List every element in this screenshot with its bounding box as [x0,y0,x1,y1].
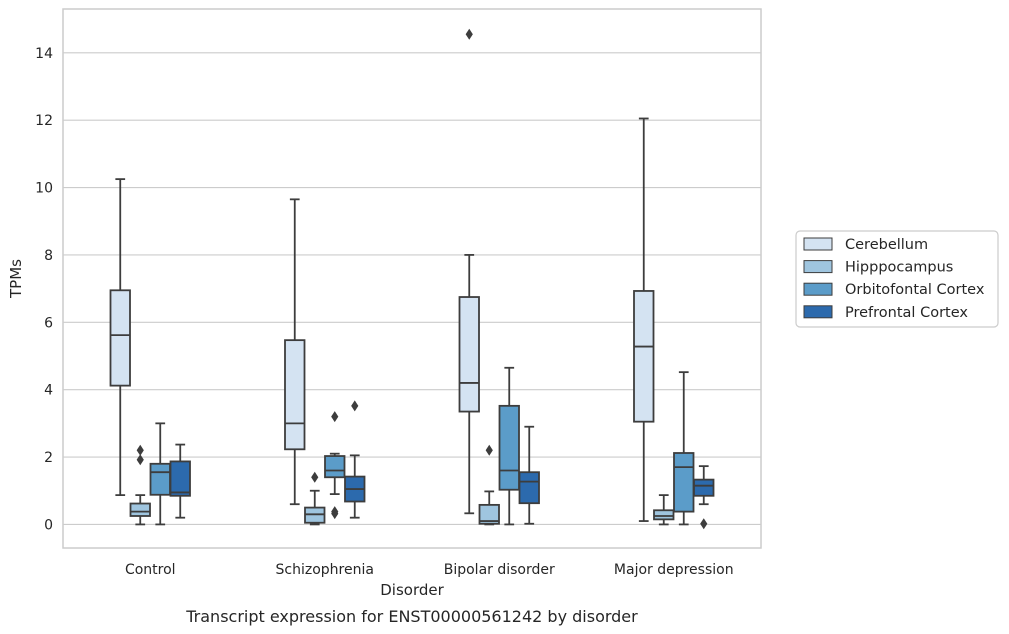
x-tick-bipolar-disorder: Bipolar disorder [444,562,555,578]
outlier-point [331,506,339,518]
box-body [169,460,191,497]
x-tick-schizophrenia: Schizophrenia [276,562,374,578]
box-body [478,503,500,525]
y-tick-4: 4 [44,383,53,399]
box-body [633,290,655,423]
outlier-point [485,444,493,456]
outlier-point [331,411,339,423]
box-control-hipppocampus [129,444,151,526]
box-major-depression-cerebellum [633,117,655,522]
box-control-prefrontal-cortex [169,443,191,519]
box-control-cerebellum [109,178,131,497]
legend-swatch-orbitofontal-cortex [803,282,833,296]
outlier-point [700,518,708,530]
box-body [129,502,151,517]
x-axis-label: Disorder [380,581,444,599]
box-body [673,452,695,513]
legend: Cerebellum Hipppocampus Orbitofontal Corte… [795,230,999,328]
box-bipolar-disorder-prefrontal-cortex [518,425,540,525]
y-tick-2: 2 [44,450,53,466]
box-body [458,296,480,413]
legend-label-hipppocampus: Hipppocampus [845,260,953,276]
box-major-depression-orbitofontal-cortex [673,371,695,526]
box-schizophrenia-orbitofontal-cortex [324,411,346,520]
legend-label-orbitofontal-cortex: Orbitofontal Cortex [845,282,985,298]
box-schizophrenia-cerebellum [284,198,306,506]
box-body [324,455,346,479]
legend-swatch-prefrontal-cortex [803,305,833,319]
outlier-point [351,400,359,412]
box-bipolar-disorder-orbitofontal-cortex [498,366,520,526]
legend-label-prefrontal-cortex: Prefrontal Cortex [845,305,968,321]
box-control-orbitofontal-cortex [149,422,171,526]
box-body [149,462,171,496]
legend-swatch-cerebellum [803,237,833,251]
legend-swatch-hipppocampus [803,260,833,274]
plot-frame [62,8,762,549]
box-bipolar-disorder-cerebellum [458,28,480,515]
chart-caption: Transcript expression for ENST0000056124… [185,607,638,626]
outlier-point [136,444,144,456]
box-schizophrenia-hipppocampus [304,471,326,526]
box-body [284,339,306,451]
x-tick-labels: Control Schizophrenia Bipolar disorder Majo… [125,562,734,578]
box-groups [109,28,715,530]
legend-frame [795,230,999,328]
y-tick-14: 14 [35,46,53,62]
legend-label-cerebellum: Cerebellum [845,237,928,253]
box-body [109,289,131,387]
grid-lines [63,52,761,526]
y-tick-12: 12 [35,113,53,129]
x-tick-control: Control [125,562,176,578]
outlier-point [311,471,319,483]
box-major-depression-hipppocampus [653,494,675,526]
x-tick-major-depression: Major depression [614,562,734,578]
box-body [518,471,540,505]
box-body [498,404,520,491]
box-body [653,509,675,521]
box-bipolar-disorder-hipppocampus [478,444,500,526]
outlier-point [465,28,473,40]
y-tick-0: 0 [44,517,53,533]
box-body [693,478,715,497]
y-tick-6: 6 [44,315,53,331]
y-tick-10: 10 [35,181,53,197]
box-schizophrenia-prefrontal-cortex [344,400,366,519]
y-tick-8: 8 [44,248,53,264]
box-major-depression-prefrontal-cortex [693,465,715,530]
y-tick-labels: 0 2 4 6 8 10 12 14 [35,46,53,534]
y-axis-label: TPMs [7,259,25,299]
outlier-point [136,454,144,466]
